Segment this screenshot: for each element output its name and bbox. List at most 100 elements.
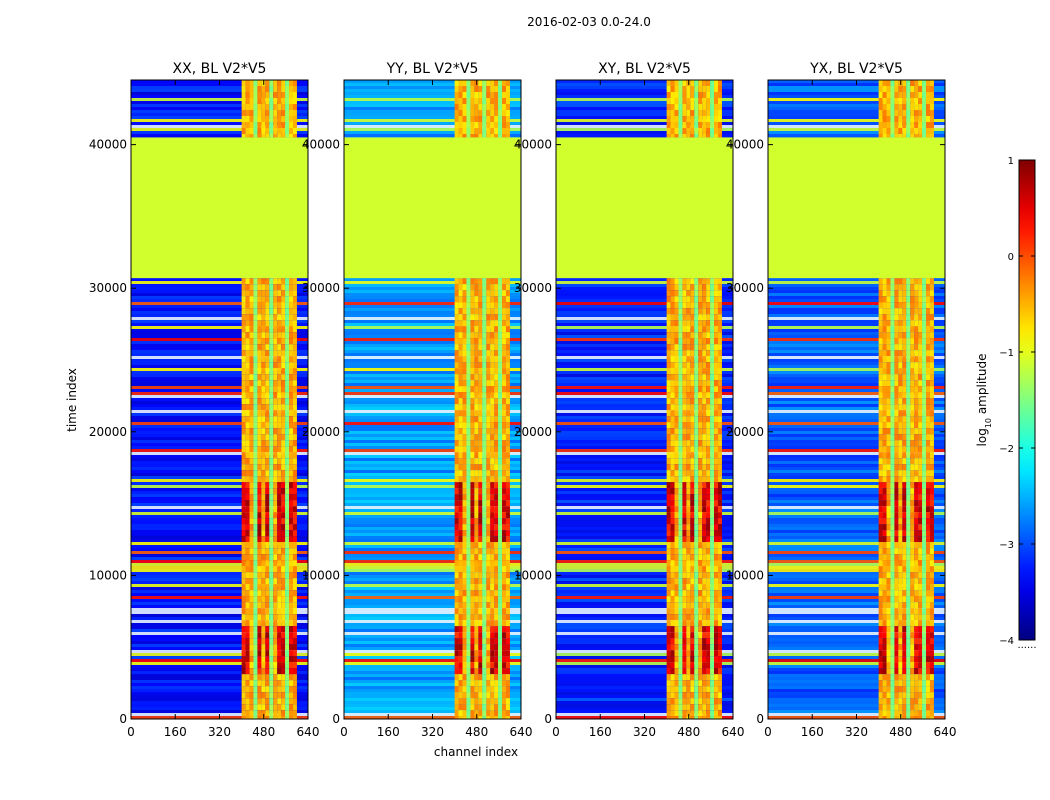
heatmap-cell (285, 716, 290, 719)
heatmap-row (131, 422, 308, 425)
heatmap-cell (285, 116, 290, 122)
heatmap-cell (482, 332, 487, 339)
heatmap-row (556, 515, 733, 518)
heatmap-cell (498, 554, 503, 561)
heatmap-row (131, 455, 308, 458)
heatmap-cell (678, 662, 683, 669)
heatmap-cell (882, 476, 887, 483)
heatmap-cell (878, 698, 883, 705)
heatmap-cell (505, 518, 510, 525)
heatmap-cell (281, 590, 286, 597)
heatmap-cell (694, 290, 699, 297)
heatmap-cell (702, 530, 707, 537)
heatmap-cell (666, 560, 671, 567)
heatmap-cell (281, 404, 286, 411)
heatmap-cell (478, 392, 483, 399)
heatmap-row (131, 296, 308, 299)
heatmap-cell (265, 488, 270, 495)
heatmap-cell (273, 530, 278, 537)
heatmap-cell (670, 638, 675, 645)
heatmap-row (131, 98, 308, 101)
heatmap-cell (682, 590, 687, 597)
heatmap-row (344, 602, 521, 605)
heatmap-cell (714, 350, 718, 357)
heatmap-row (768, 563, 945, 566)
heatmap-cell (906, 302, 911, 309)
heatmap-cell (502, 470, 506, 477)
heatmap-row (344, 125, 521, 128)
heatmap-cell (670, 80, 675, 86)
heatmap-cell (698, 308, 703, 315)
heatmap-cell (269, 596, 274, 603)
heatmap-row (344, 515, 521, 518)
heatmap-cell (281, 332, 286, 339)
heatmap-cell (261, 638, 266, 645)
heatmap-cell (277, 446, 282, 453)
heatmap-cell (878, 536, 883, 543)
heatmap-cell (890, 332, 895, 339)
heatmap-cell (682, 494, 687, 501)
heatmap-row (556, 590, 733, 593)
heatmap-cell (249, 572, 254, 579)
heatmap-cell (898, 404, 903, 411)
heatmap-cell (277, 392, 282, 399)
heatmap-cell (245, 698, 250, 705)
heatmap-cell (670, 98, 675, 104)
heatmap-cell (906, 422, 911, 429)
heatmap-cell (269, 680, 274, 687)
heatmap-cell (458, 596, 463, 603)
heatmap-cell (273, 716, 278, 719)
heatmap-cell (281, 344, 286, 351)
heatmap-cell (502, 326, 506, 333)
heatmap-cell (694, 314, 699, 321)
heatmap-cell (458, 608, 463, 615)
heatmap-row (344, 101, 521, 104)
heatmap-cell (273, 542, 278, 549)
heatmap-cell (454, 662, 459, 669)
heatmap-cell (894, 458, 899, 465)
heatmap-row (768, 428, 945, 431)
heatmap-cell (245, 392, 250, 399)
heatmap-cell (482, 80, 487, 86)
heatmap-cell (249, 620, 254, 627)
heatmap-row (768, 632, 945, 635)
heatmap-cell (694, 476, 699, 483)
heatmap-cell (257, 278, 262, 285)
heatmap-cell (505, 314, 510, 321)
heatmap-cell (702, 524, 707, 531)
heatmap-cell (694, 434, 699, 441)
heatmap-cell (706, 308, 711, 315)
heatmap-cell (277, 422, 282, 429)
heatmap-cell (670, 320, 675, 327)
heatmap-cell (478, 422, 483, 429)
heatmap-cell (462, 356, 467, 363)
heatmap-cell (273, 410, 278, 417)
heatmap-cell (454, 530, 459, 537)
heatmap-cell (694, 488, 699, 495)
heatmap-row (556, 632, 733, 635)
heatmap-cell (894, 548, 899, 555)
heatmap-cell (886, 296, 891, 303)
heatmap-cell (486, 554, 491, 561)
heatmap-cell (906, 122, 911, 128)
heatmap-cell (910, 92, 915, 98)
heatmap-cell (466, 536, 471, 543)
heatmap-row (556, 701, 733, 704)
heatmap-cell (269, 476, 274, 483)
heatmap-cell (466, 314, 471, 321)
heatmap-cell (454, 584, 459, 591)
heatmap-cell (478, 608, 483, 615)
heatmap-cell (458, 326, 463, 333)
heatmap-cell (257, 470, 262, 477)
heatmap-row (768, 89, 945, 92)
y-tick-label: 30000 (89, 281, 127, 295)
heatmap-cell (686, 470, 691, 477)
heatmap-cell (261, 650, 266, 657)
heatmap-row (768, 494, 945, 497)
heatmap-cell (678, 488, 683, 495)
heatmap-cell (466, 308, 471, 315)
heatmap-cell (894, 284, 899, 291)
heatmap-row (768, 317, 945, 320)
heatmap-cell (249, 80, 254, 86)
heatmap-cell (717, 584, 722, 591)
